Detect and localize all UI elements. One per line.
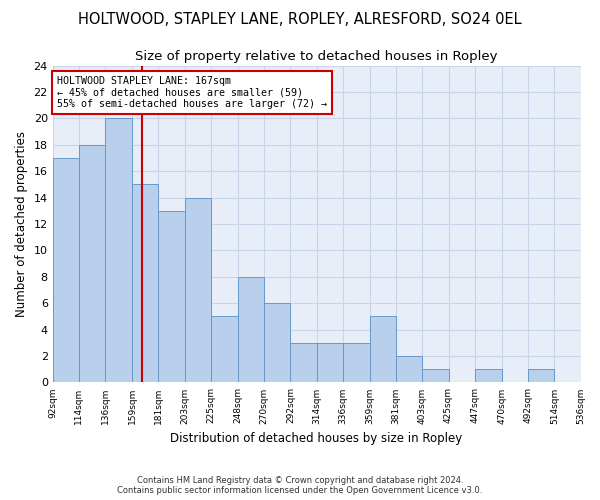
Bar <box>211 316 238 382</box>
Bar <box>158 211 185 382</box>
Y-axis label: Number of detached properties: Number of detached properties <box>15 131 28 317</box>
Bar <box>185 198 211 382</box>
Bar <box>290 343 317 382</box>
Text: Contains HM Land Registry data © Crown copyright and database right 2024.
Contai: Contains HM Land Registry data © Crown c… <box>118 476 482 495</box>
Bar <box>528 369 554 382</box>
Bar <box>264 303 290 382</box>
Bar <box>343 343 370 382</box>
Bar <box>396 356 422 382</box>
X-axis label: Distribution of detached houses by size in Ropley: Distribution of detached houses by size … <box>170 432 463 445</box>
Title: Size of property relative to detached houses in Ropley: Size of property relative to detached ho… <box>136 50 498 63</box>
Bar <box>53 158 79 382</box>
Text: HOLTWOOD STAPLEY LANE: 167sqm
← 45% of detached houses are smaller (59)
55% of s: HOLTWOOD STAPLEY LANE: 167sqm ← 45% of d… <box>58 76 328 110</box>
Bar <box>317 343 343 382</box>
Text: HOLTWOOD, STAPLEY LANE, ROPLEY, ALRESFORD, SO24 0EL: HOLTWOOD, STAPLEY LANE, ROPLEY, ALRESFOR… <box>78 12 522 28</box>
Bar <box>422 369 449 382</box>
Bar <box>370 316 396 382</box>
Bar <box>79 145 105 382</box>
Bar <box>133 184 158 382</box>
Bar <box>475 369 502 382</box>
Bar <box>238 277 264 382</box>
Bar <box>105 118 133 382</box>
